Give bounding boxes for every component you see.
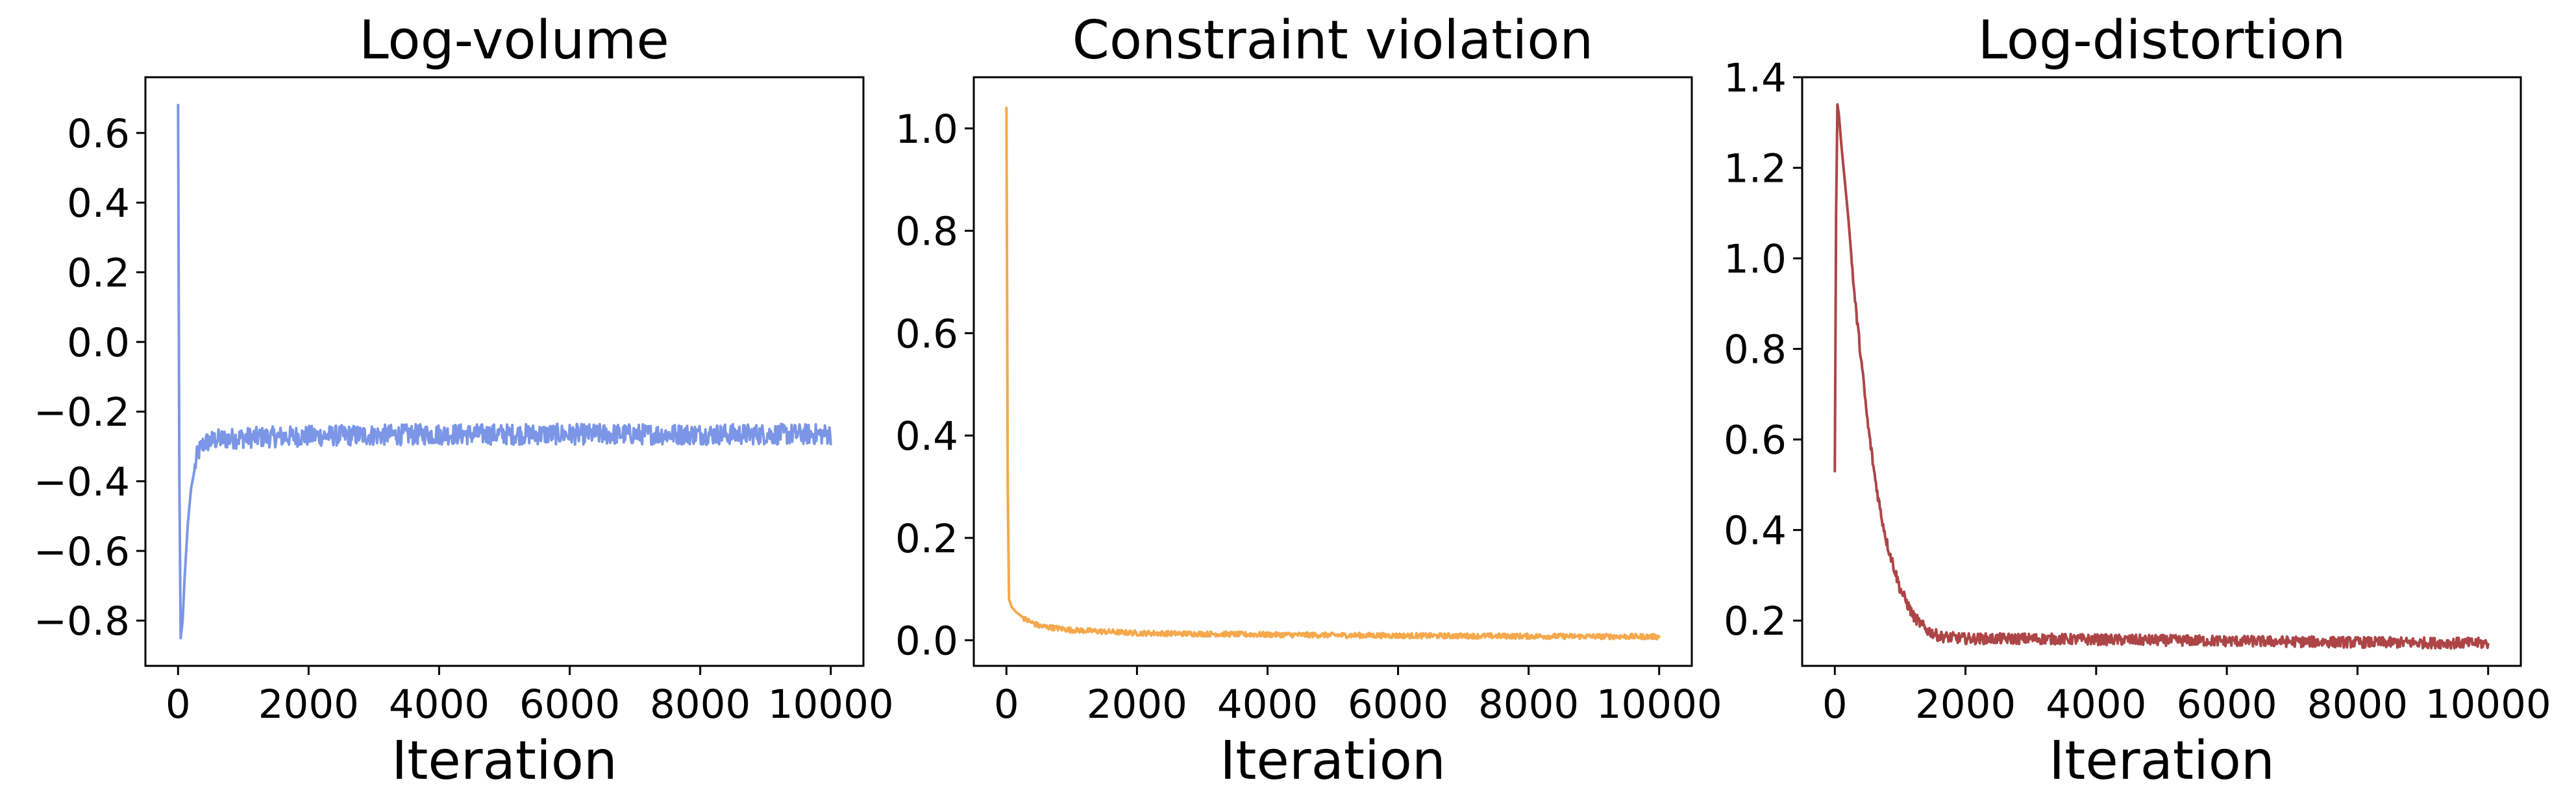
- panel-log-volume: Log-volume 0 2000 4000 6000 8000 10000 −0.8−0…: [34, 10, 894, 792]
- y-tick-label: 0.0: [67, 320, 130, 366]
- y-tick-label: 0.6: [895, 311, 958, 357]
- y-tick-label: −0.8: [34, 598, 130, 644]
- y-tick-label: 1.0: [1724, 236, 1787, 282]
- panel-constraint-violation: Constraint violation 0 2000 4000 6000 8000 10…: [895, 10, 1722, 792]
- x-tick-label: 0: [1822, 681, 1848, 728]
- y-tick-label: 0.4: [1724, 508, 1787, 554]
- x-axis-ticks: 0 2000 4000 6000 8000 10000: [994, 666, 1722, 728]
- x-axis-ticks: 0 2000 4000 6000 8000 10000: [166, 666, 894, 728]
- y-tick-label: 1.4: [1724, 55, 1787, 101]
- panel-title: Log-distortion: [1978, 10, 2346, 71]
- panel-title: Log-volume: [359, 10, 669, 71]
- x-tick-label: 8000: [1478, 681, 1579, 728]
- y-axis-ticks: 0.2 0.4 0.6 0.8 1.0 1.2 1.4: [1724, 55, 1802, 644]
- x-tick-label: 10000: [768, 681, 894, 728]
- series-line: [177, 103, 832, 640]
- y-tick-label: 0.0: [895, 618, 958, 665]
- panel-title: Constraint violation: [1072, 10, 1594, 71]
- y-tick-label: −0.2: [34, 389, 130, 435]
- x-axis-ticks: 0 2000 4000 6000 8000 10000: [1822, 666, 2551, 728]
- x-tick-label: 6000: [1348, 681, 1448, 728]
- x-tick-label: 2000: [1087, 681, 1187, 728]
- x-tick-label: 6000: [2177, 681, 2277, 728]
- y-tick-label: 0.8: [1724, 327, 1787, 373]
- x-tick-label: 8000: [650, 681, 750, 728]
- y-tick-label: 0.4: [895, 413, 958, 459]
- x-axis-label: Iteration: [1220, 730, 1446, 792]
- axes-frame: [144, 76, 865, 667]
- y-tick-label: 0.2: [895, 516, 958, 562]
- y-tick-label: −0.4: [34, 459, 130, 506]
- y-tick-label: −0.6: [34, 529, 130, 575]
- x-axis-label: Iteration: [2049, 730, 2275, 792]
- x-tick-label: 6000: [519, 681, 620, 728]
- x-tick-label: 4000: [389, 681, 489, 728]
- x-tick-label: 4000: [2046, 681, 2146, 728]
- y-tick-label: 1.2: [1724, 146, 1787, 192]
- y-axis-ticks: 0.0 0.2 0.4 0.6 0.8 1.0: [895, 106, 974, 665]
- x-tick-label: 0: [994, 681, 1019, 728]
- x-tick-label: 0: [166, 681, 191, 728]
- x-tick-label: 4000: [1217, 681, 1318, 728]
- y-axis-ticks: −0.8 −0.6 −0.4 −0.2 0.0 0.2 0.4 0.6: [34, 111, 145, 644]
- axes-frame: [1801, 76, 2522, 667]
- y-tick-label: 0.8: [895, 209, 958, 255]
- y-tick-label: 0.2: [67, 251, 130, 297]
- y-tick-label: 0.6: [67, 111, 130, 157]
- x-tick-label: 2000: [1915, 681, 2016, 728]
- axes-frame: [972, 76, 1693, 667]
- x-tick-label: 2000: [258, 681, 359, 728]
- series-line: [1005, 106, 1661, 641]
- y-tick-label: 0.2: [1724, 598, 1787, 644]
- x-tick-label: 10000: [1596, 681, 1722, 728]
- y-tick-label: 0.4: [67, 180, 130, 226]
- x-tick-label: 10000: [2425, 681, 2551, 728]
- x-axis-label: Iteration: [391, 730, 617, 792]
- y-tick-label: 1.0: [895, 106, 958, 153]
- panel-log-distortion: Log-distortion 0 2000 4000 6000 8000 10000 0.…: [1724, 10, 2551, 792]
- series-line: [1833, 103, 2490, 650]
- x-tick-label: 8000: [2307, 681, 2408, 728]
- y-tick-label: 0.6: [1724, 417, 1787, 463]
